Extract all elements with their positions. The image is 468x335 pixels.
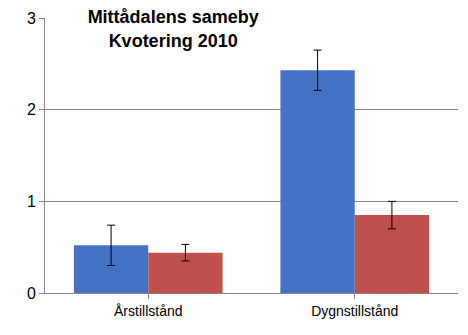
svg-text:0: 0 [27,285,36,302]
svg-text:Årstillstånd: Årstillstånd [114,303,182,319]
svg-text:3: 3 [27,10,36,27]
svg-text:Mittådalens samebyKvotering 20: Mittådalens samebyKvotering 2010 [88,7,259,50]
svg-text:1: 1 [27,193,36,210]
svg-text:Dygnstillstånd: Dygnstillstånd [311,303,398,319]
svg-text:2: 2 [27,101,36,118]
